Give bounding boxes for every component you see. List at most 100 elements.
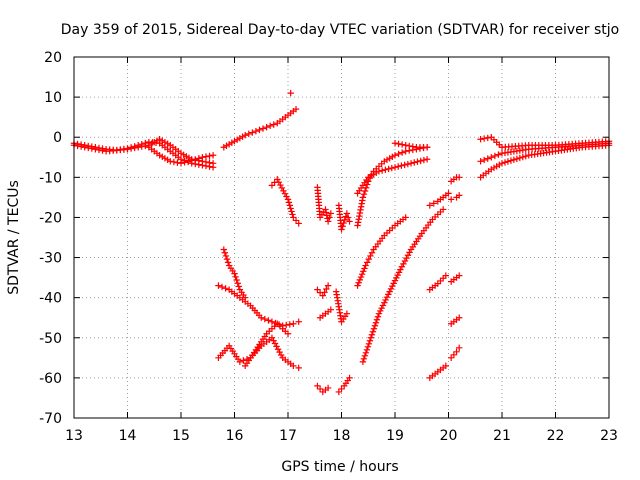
y-tick-label: -60 [39,371,62,387]
data-point [222,285,229,292]
data-point [273,343,280,350]
data-point [402,148,409,155]
series-arc-early-c [145,144,217,167]
data-point [287,205,294,212]
series-scatter-18-c [335,374,353,396]
data-point [378,304,385,312]
x-tick-label: 17 [279,428,297,444]
data-point [402,214,409,221]
series-segment-20-b [426,272,450,293]
data-point [188,157,195,164]
data-point [236,358,244,366]
data-point [480,135,488,142]
data-point [377,307,384,315]
data-point [442,362,450,370]
data-point [327,210,334,217]
data-point [375,168,383,175]
data-point [142,142,149,150]
data-point [423,144,431,151]
data-point [373,316,381,323]
data-point [357,273,365,281]
data-point [233,276,240,284]
data-point [484,134,491,142]
data-point [513,155,521,163]
data-point [383,293,391,301]
data-point [258,314,265,321]
data-point [495,151,502,158]
data-point [361,352,369,360]
data-point [516,154,524,162]
data-point [395,140,402,148]
data-point [295,318,302,325]
data-point [261,315,269,323]
data-point [398,162,405,169]
series-segment-20-g [447,314,463,327]
data-point [138,143,145,150]
data-point [393,274,400,282]
data-point [202,153,210,160]
series-arc-late-c [477,142,613,181]
data-point [400,260,407,268]
data-point [439,206,447,213]
x-tick-label: 20 [440,428,458,444]
series-curve-18-19-a [354,144,431,229]
data-point [77,143,85,150]
data-point [319,292,326,299]
data-point [340,219,347,227]
data-point [271,340,279,347]
data-point [99,147,106,154]
series-segment-20-d [447,174,463,185]
series-scatter-16-d [242,320,292,370]
data-point [235,283,242,290]
data-point [234,280,241,287]
data-point [322,206,329,213]
data-point [92,146,99,153]
data-point [391,277,399,284]
data-point [385,291,392,298]
data-point [290,320,297,327]
chart-title: Day 359 of 2015, Sidereal Day-to-day VTE… [61,22,619,38]
data-point [359,194,367,201]
series-segment-19-top [391,140,431,151]
data-point [386,288,393,295]
data-point [321,289,328,296]
data-point [394,271,401,279]
data-point [391,152,399,159]
data-point [220,246,227,253]
data-point [274,346,282,353]
series-scatter-17-e [314,382,332,396]
data-point [367,334,375,341]
data-point [447,196,455,203]
data-point [378,167,386,174]
tick-label-layer: 13 14 15 16 17 18 19 20 21 22 23 -70 -60 -50 -40 -30 -20… [39,50,618,444]
data-point [268,318,276,325]
data-point [324,384,332,392]
data-point [456,344,463,352]
data-point [274,176,281,183]
data-point [504,158,512,165]
data-point [406,142,413,150]
data-point [359,358,367,366]
data-point [286,202,293,209]
data-point [292,105,300,113]
series-arc-early-a [70,138,217,171]
data-point [364,343,372,351]
data-point [491,152,499,160]
series-scatter-17-d [316,306,334,321]
data-point [281,190,289,197]
data-point [85,144,92,152]
data-point [170,158,178,166]
series-arc-early-b [70,136,217,167]
data-point [423,156,431,163]
data-point [74,142,81,150]
data-point [501,159,509,166]
series-segment-20-a [426,190,452,209]
data-point [295,220,302,227]
series-scatter-18-b [332,288,351,325]
series-curve-18-19-b [354,156,431,197]
series-scatter-16-b [215,282,302,329]
data-point [343,210,351,217]
data-point [344,214,352,221]
y-tick-label: -50 [39,331,62,347]
